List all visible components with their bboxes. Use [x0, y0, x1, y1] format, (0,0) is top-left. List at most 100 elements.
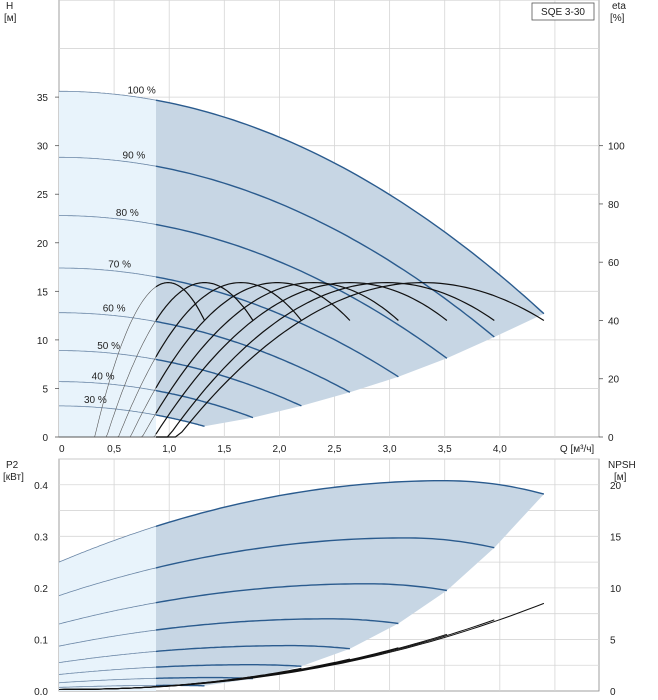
y2-axis-label-npsh: NPSH	[608, 460, 636, 471]
eta-curve	[156, 281, 545, 438]
eta-curve	[155, 281, 399, 414]
head-curve	[155, 99, 545, 315]
x-tick-label: 3,0	[383, 444, 397, 455]
y-axis-unit-h: [м]	[4, 13, 17, 24]
power-curve	[155, 644, 350, 653]
y-tick-label: 5	[42, 384, 48, 395]
eta-curve	[155, 281, 302, 358]
y2-axis-label-eta: eta	[612, 1, 626, 12]
npsh-tick-label: 0	[610, 687, 616, 698]
speed-label: 80 %	[116, 208, 139, 219]
head-curve-faint	[59, 267, 157, 278]
y-tick-label: 0	[42, 433, 48, 444]
bottom-curves	[58, 480, 545, 690]
eta-curve	[155, 282, 254, 321]
eta-curve	[155, 282, 351, 389]
x-tick-label: 2,0	[272, 444, 286, 455]
npsh-tick-label: 15	[610, 532, 622, 543]
y2-tick-label: 100	[608, 142, 625, 153]
power-curve	[155, 664, 302, 668]
power-curve-faint	[58, 677, 156, 684]
x-tick-label: 3,5	[438, 444, 452, 455]
y2-tick-label: 0	[608, 433, 614, 444]
x-tick-label: 2,5	[328, 444, 342, 455]
bottom-y2-ticks: 0 5 10 15 20	[610, 481, 622, 698]
x-axis-label: Q [м³/ч]	[560, 444, 595, 455]
y-tick-label: 15	[37, 287, 49, 298]
head-curve-faint	[59, 90, 157, 101]
bottom-y-ticks: 0.0 0.1 0.2 0.3 0.4	[34, 481, 48, 698]
y2-tick-label: 20	[608, 375, 620, 386]
eta-curve	[155, 281, 448, 435]
top-y-ticks: 0 5 10 15 20 25 30 35	[37, 93, 59, 444]
power-curve	[155, 583, 448, 604]
operating-region	[156, 100, 544, 427]
y-axis-label-h: H	[6, 1, 13, 12]
power-curve-faint	[58, 685, 156, 688]
speed-label: 30 %	[84, 395, 107, 406]
power-curve	[155, 618, 399, 631]
power-curve-faint	[58, 525, 157, 563]
x-tick-label: 0,5	[107, 444, 121, 455]
y-tick-label: 20	[37, 239, 49, 250]
y-axis-unit-p2: [кВт]	[3, 472, 24, 483]
head-curve	[155, 389, 254, 419]
head-curve	[155, 165, 495, 338]
head-curve-faint	[59, 405, 157, 416]
speed-label: 100 %	[127, 86, 155, 97]
p2-tick-label: 0.4	[34, 481, 48, 492]
npsh-tick-label: 20	[610, 481, 622, 492]
p2-tick-label: 0.2	[34, 584, 48, 595]
head-curve-faint	[59, 156, 157, 167]
power-curve-faint	[58, 602, 157, 625]
power-curve-faint	[58, 651, 157, 663]
top-curves	[59, 90, 545, 438]
p2-tick-label: 0.1	[34, 635, 48, 646]
eta-curve-faint	[59, 286, 157, 438]
npsh-curve	[59, 682, 205, 690]
y-axis-label-p2: P2	[6, 460, 19, 471]
p2-tick-label: 0.0	[34, 687, 48, 698]
x-tick-label: 4,0	[493, 444, 507, 455]
light-region-bottom	[59, 526, 156, 691]
power-curve-faint	[58, 567, 157, 596]
head-curve	[155, 276, 399, 378]
head-curve-faint	[59, 215, 157, 225]
head-curve	[155, 358, 302, 407]
power-curve	[155, 537, 495, 569]
speed-label: 90 %	[123, 151, 146, 162]
y-tick-label: 25	[37, 190, 49, 201]
eta-curve	[155, 282, 206, 321]
npsh-tick-label: 5	[610, 635, 616, 646]
head-curve-faint	[59, 312, 157, 322]
y2-tick-label: 40	[608, 316, 620, 327]
speed-label: 70 %	[108, 259, 131, 270]
top-y2-ticks: 0 20 40 60 80 100	[599, 142, 625, 444]
p2-tick-label: 0.3	[34, 532, 48, 543]
power-curve-faint	[58, 629, 157, 647]
title-box	[531, 2, 595, 21]
top-curve-labels: 100 % 90 % 80 % 70 % 60 % 50 % 40 % 30 %	[84, 86, 156, 406]
top-x-ticks: 0 0,5 1,0 1,5 2,0 2,5 3,0 3,5 4,0 Q [м³/ч]	[59, 444, 594, 455]
y2-axis-unit-npsh: [м]	[614, 472, 627, 483]
chart-title: SQE 3-30	[541, 7, 585, 18]
speed-label: 50 %	[97, 341, 120, 352]
npsh-tick-label: 10	[610, 584, 622, 595]
head-curve-faint	[59, 350, 157, 360]
power-curve	[155, 480, 545, 527]
speed-label: 60 %	[103, 304, 126, 315]
y2-axis-unit-eta: [%]	[610, 13, 625, 24]
speed-label: 40 %	[92, 372, 115, 383]
top-operating-region	[59, 91, 544, 438]
x-tick-label: 1,5	[217, 444, 231, 455]
power-curve-faint	[58, 666, 157, 675]
y-tick-label: 10	[37, 336, 49, 347]
y-tick-label: 35	[37, 93, 49, 104]
x-tick-label: 1,0	[162, 444, 176, 455]
y2-tick-label: 80	[608, 200, 620, 211]
x-tick-label: 0	[59, 444, 65, 455]
head-curve	[155, 223, 448, 359]
eta-curve	[156, 281, 495, 438]
y-tick-label: 30	[37, 142, 49, 153]
